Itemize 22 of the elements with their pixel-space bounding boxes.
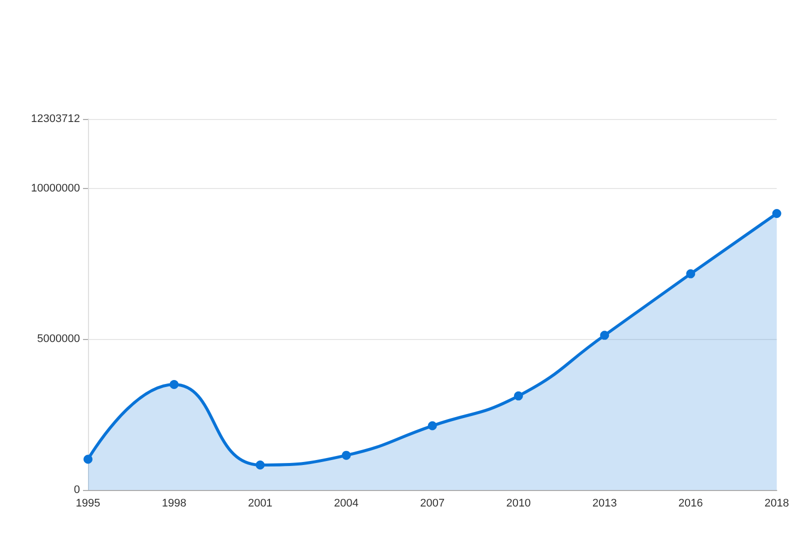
x-tick-label: 2004 [334, 498, 359, 510]
point [342, 450, 351, 460]
x-tick-label: 1998 [162, 498, 186, 510]
x-tick-label: 2001 [248, 498, 272, 510]
x-tick-label: 2016 [678, 498, 703, 510]
y-tick-label: 0 [74, 484, 80, 496]
y-tick-label: 12303712 [31, 113, 80, 125]
point [84, 454, 92, 464]
point [600, 330, 610, 340]
x-tick-label: 2007 [420, 498, 445, 510]
point [256, 460, 265, 470]
x-tick-label: 2018 [764, 498, 790, 510]
y-tick-label: 10000000 [31, 182, 80, 194]
point [772, 208, 782, 218]
point [170, 380, 179, 389]
x-tick-label: 2013 [592, 498, 617, 510]
x-tick-label: 2010 [506, 498, 531, 510]
y-tick-label: 5000000 [37, 333, 80, 346]
x-tick-label: 1995 [76, 498, 100, 510]
point [514, 391, 523, 400]
point [686, 269, 696, 278]
point [428, 421, 437, 430]
